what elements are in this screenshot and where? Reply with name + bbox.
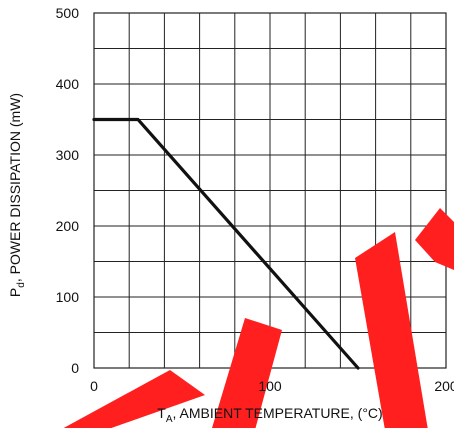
y-axis-label: Pd, POWER DISSIPATION (mW) xyxy=(7,93,27,297)
watermark-stroke-1 xyxy=(63,370,205,428)
watermark-stroke-4 xyxy=(415,208,454,270)
x-axis-label-main: T xyxy=(157,405,166,421)
grid xyxy=(93,12,447,369)
series-layer xyxy=(92,117,360,370)
y-axis-label-rest: , POWER DISSIPATION (mW) xyxy=(7,93,23,282)
y-tick-label: 0 xyxy=(71,360,79,376)
x-axis-label: TA, AMBIENT TEMPERATURE, (°C) xyxy=(157,405,382,425)
watermark-stroke-3 xyxy=(355,232,428,428)
watermark xyxy=(63,208,454,428)
x-tick-label: 0 xyxy=(90,378,98,394)
y-tick-label: 400 xyxy=(56,76,80,92)
tick-labels: 0 100 200 300 400 500 0 100 200 xyxy=(56,5,454,394)
y-tick-label: 500 xyxy=(56,5,80,21)
x-tick-label: 200 xyxy=(434,378,454,394)
x-tick-label: 100 xyxy=(258,378,282,394)
series-line-0 xyxy=(92,117,360,370)
y-axis-label-main: P xyxy=(7,288,23,297)
y-tick-label: 300 xyxy=(56,147,80,163)
y-axis-label-sub: d xyxy=(16,282,27,288)
x-axis-label-sub: A xyxy=(166,414,173,425)
watermark-stroke-2 xyxy=(212,318,282,428)
x-axis-label-rest: , AMBIENT TEMPERATURE, (°C) xyxy=(173,405,383,421)
y-tick-label: 200 xyxy=(56,218,80,234)
y-tick-label: 100 xyxy=(56,289,80,305)
